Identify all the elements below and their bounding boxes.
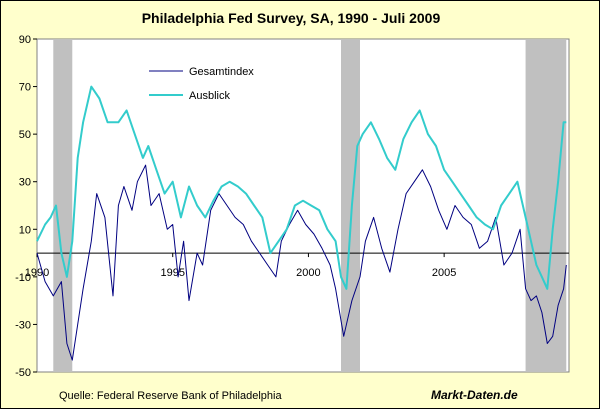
y-tick-label: 30: [19, 177, 31, 189]
y-tick-label: 10: [19, 224, 31, 236]
y-tick-label: -50: [15, 367, 31, 379]
recession-band-2: [341, 40, 360, 372]
legend-label-gesamtindex: Gesamtindex: [189, 66, 254, 78]
x-tick-label: 1990: [25, 267, 49, 279]
y-tick-label: -10: [15, 272, 31, 284]
source-note: Quelle: Federal Reserve Bank of Philadel…: [59, 390, 282, 402]
series-line-gesamtindex: [36, 164, 567, 361]
legend-label-ausblick: Ausblick: [189, 90, 230, 102]
x-tick-label: 1995: [160, 267, 184, 279]
x-tick-label: 2000: [296, 267, 320, 279]
chart-title: Philadelphia Fed Survey, SA, 1990 - Juli…: [142, 10, 441, 26]
legend: Gesamtindex Ausblick: [149, 66, 254, 102]
axes: -50 -30 -10 10 30 50 70 90 1990 1995 2000 2005: [15, 34, 569, 379]
recession-band-3: [525, 40, 567, 372]
plot-area: [36, 38, 570, 373]
x-tick-label: 2005: [432, 267, 456, 279]
y-tick-label: 50: [19, 129, 31, 141]
series-line-ausblick: [36, 85, 567, 290]
series-lines: [36, 85, 567, 361]
recession-band-1: [53, 40, 73, 372]
y-tick-label: 70: [19, 82, 31, 94]
brand-label: Markt-Daten.de: [431, 388, 518, 402]
y-tick-label: -30: [15, 319, 31, 331]
y-tick-label: 90: [19, 34, 31, 46]
recession-bands: [53, 40, 567, 372]
